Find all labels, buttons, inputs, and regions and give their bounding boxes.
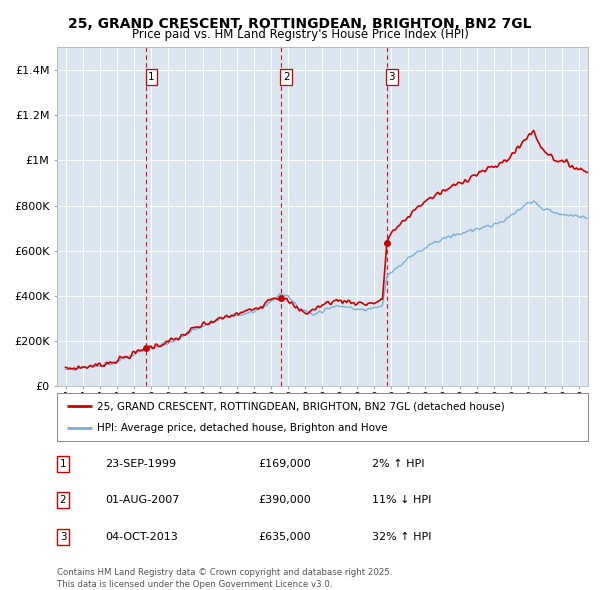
Text: 01-AUG-2007: 01-AUG-2007 bbox=[105, 496, 179, 505]
Text: 25, GRAND CRESCENT, ROTTINGDEAN, BRIGHTON, BN2 7GL (detached house): 25, GRAND CRESCENT, ROTTINGDEAN, BRIGHTO… bbox=[97, 401, 505, 411]
Text: 04-OCT-2013: 04-OCT-2013 bbox=[105, 532, 178, 542]
Text: 25, GRAND CRESCENT, ROTTINGDEAN, BRIGHTON, BN2 7GL: 25, GRAND CRESCENT, ROTTINGDEAN, BRIGHTO… bbox=[68, 17, 532, 31]
Text: Contains HM Land Registry data © Crown copyright and database right 2025.
This d: Contains HM Land Registry data © Crown c… bbox=[57, 568, 392, 589]
Text: 11% ↓ HPI: 11% ↓ HPI bbox=[372, 496, 431, 505]
Text: £169,000: £169,000 bbox=[258, 459, 311, 468]
Text: 2: 2 bbox=[59, 496, 67, 505]
Text: HPI: Average price, detached house, Brighton and Hove: HPI: Average price, detached house, Brig… bbox=[97, 423, 388, 433]
Text: 1: 1 bbox=[59, 459, 67, 468]
Text: 23-SEP-1999: 23-SEP-1999 bbox=[105, 459, 176, 468]
Text: £390,000: £390,000 bbox=[258, 496, 311, 505]
Text: 3: 3 bbox=[388, 72, 395, 82]
Text: 32% ↑ HPI: 32% ↑ HPI bbox=[372, 532, 431, 542]
Text: 3: 3 bbox=[59, 532, 67, 542]
Text: 1: 1 bbox=[148, 72, 155, 82]
Text: Price paid vs. HM Land Registry's House Price Index (HPI): Price paid vs. HM Land Registry's House … bbox=[131, 28, 469, 41]
Text: 2: 2 bbox=[283, 72, 289, 82]
Text: £635,000: £635,000 bbox=[258, 532, 311, 542]
Text: 2% ↑ HPI: 2% ↑ HPI bbox=[372, 459, 425, 468]
